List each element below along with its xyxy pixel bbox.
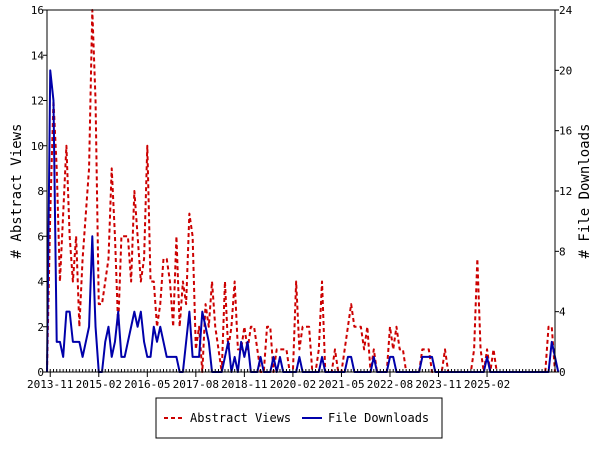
- y-right-tick-label: 12: [559, 185, 572, 198]
- x-tick-label: 2025-02: [464, 378, 510, 391]
- y-left-tick-label: 12: [31, 95, 44, 108]
- legend: Abstract Views File Downloads: [155, 397, 443, 439]
- y-left-tick-label: 10: [31, 140, 44, 153]
- y-left-tick-label: 6: [37, 230, 44, 243]
- y-left-tick-label: 2: [37, 321, 44, 334]
- legend-box: [155, 397, 443, 439]
- y-left-tick-label: 4: [37, 276, 44, 289]
- legend-label-file-downloads: File Downloads: [328, 411, 429, 425]
- y-right-tick-label: 4: [559, 306, 566, 319]
- x-tick-label: 2023-11: [415, 378, 461, 391]
- x-tick-label: 2013-11: [27, 378, 73, 391]
- y-right-tick-label: 16: [559, 125, 572, 138]
- y-axis-left-title: # Abstract Views: [9, 124, 25, 259]
- series-layer: [46, 9, 560, 373]
- y-right-tick-label: 8: [559, 245, 566, 258]
- y-right-tick-label: 20: [559, 64, 572, 77]
- x-tick-label: 2022-08: [367, 378, 413, 391]
- y-left-tick-label: 8: [37, 185, 44, 198]
- y-left-tick-label: 0: [37, 366, 44, 379]
- x-tick-label: 2016-05: [124, 378, 170, 391]
- x-tick-label: 2018-11: [221, 378, 267, 391]
- legend-label-abstract-views: Abstract Views: [190, 411, 291, 425]
- series-line-abstract-views: [46, 9, 556, 373]
- x-tick-label: 2021-05: [318, 378, 364, 391]
- y-left-tick-label: 16: [31, 4, 44, 17]
- x-tick-label: 2017-08: [173, 378, 219, 391]
- y-axis-right-title: # File Downloads: [577, 124, 593, 259]
- x-tick-label: 2015-02: [76, 378, 122, 391]
- y-left-tick-label: 14: [31, 49, 45, 62]
- y-right-tick-label: 24: [559, 4, 573, 17]
- x-tick-label: 2020-02: [270, 378, 316, 391]
- y-right-tick-label: 0: [559, 366, 566, 379]
